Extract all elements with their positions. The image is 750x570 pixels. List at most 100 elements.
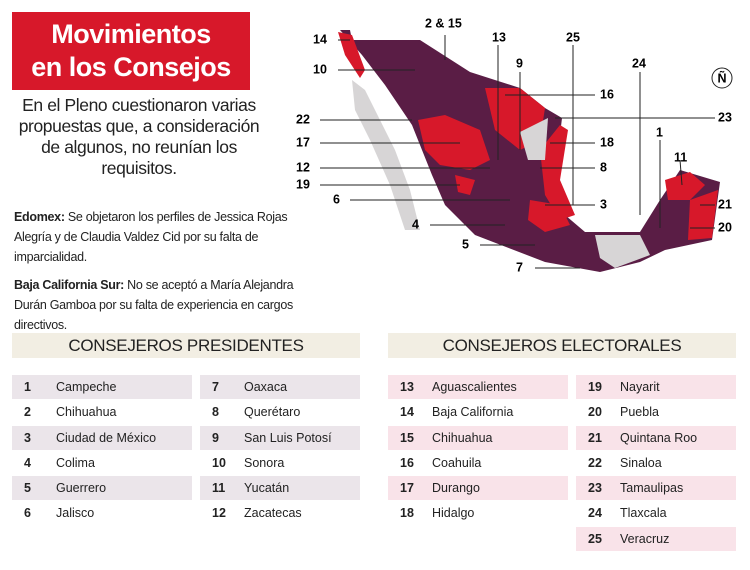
table-row: 21 Quintana Roo	[576, 425, 736, 450]
row-name: Jalisco	[56, 506, 95, 521]
row-name: Tlaxcala	[620, 506, 667, 521]
row-number: 12	[212, 506, 226, 521]
row-number: 24	[588, 506, 602, 521]
row-name: Tamaulipas	[620, 481, 684, 496]
table-column: 19 Nayarit 20 Puebla 21 Quintana Roo 22 Sinaloa…	[576, 375, 736, 552]
table-title: CONSEJEROS PRESIDENTES	[12, 333, 360, 358]
map-label: 4	[412, 217, 419, 231]
map-label: 20	[718, 220, 732, 234]
table-row: 23 Tamaulipas	[576, 476, 736, 501]
row-number: 15	[400, 430, 414, 445]
table-column: 1 Campeche 2 Chihuahua 3 Ciudad de México 4 Col…	[12, 375, 192, 527]
map-label: 2 & 15	[425, 16, 462, 30]
row-name: Sinaloa	[620, 455, 662, 470]
row-number: 10	[212, 455, 226, 470]
row-name: Aguascalientes	[432, 380, 517, 394]
row-name: Nayarit	[620, 380, 660, 394]
map-label: 1	[656, 125, 663, 139]
table-row: 6 Jalisco	[12, 501, 192, 525]
map-label: 24	[632, 56, 646, 70]
row-name: Hidalgo	[432, 506, 475, 521]
table-row: 17 Durango	[388, 476, 568, 501]
map-land	[595, 235, 650, 268]
table-row: 15 Chihuahua	[388, 425, 568, 450]
row-name: Campeche	[56, 380, 117, 394]
row-number: 8	[212, 405, 219, 420]
note-text: Se objetaron los perfiles de Jessica Roj…	[14, 210, 288, 264]
row-number: 11	[212, 481, 226, 496]
row-number: 2	[24, 405, 31, 420]
map-label: 16	[600, 87, 614, 101]
row-number: 14	[400, 405, 414, 420]
table-row: 10 Sonora	[200, 451, 360, 475]
table-row: 19 Nayarit	[576, 375, 736, 399]
note: Baja California Sur: No se aceptó a Marí…	[14, 275, 314, 335]
title: en los Consejos	[31, 52, 231, 82]
map-label: 12	[296, 160, 310, 174]
table-title: CONSEJEROS ELECTORALES	[388, 333, 736, 358]
map-label: 14	[313, 32, 327, 46]
map-label: 21	[718, 197, 732, 211]
table: CONSEJEROS PRESIDENTES 1 Campeche 2 Chihuahu…	[12, 333, 360, 520]
map-label: 18	[600, 135, 614, 149]
row-number: 22	[588, 455, 602, 470]
row-number: 18	[400, 506, 414, 521]
row-number: 4	[24, 455, 31, 470]
row-number: 23	[588, 481, 602, 496]
map-land	[528, 200, 570, 232]
row-number: 20	[588, 405, 602, 420]
table-row: 3 Ciudad de México	[12, 425, 192, 450]
map-label: 25	[566, 30, 580, 44]
row-name: Yucatán	[244, 481, 290, 496]
map-label: 22	[296, 112, 310, 126]
map-label: 9	[516, 56, 523, 70]
map-label: 6	[333, 192, 340, 206]
map-land	[520, 118, 548, 160]
table-row: 16 Coahuila	[388, 451, 568, 475]
subtitle: En el Pleno cuestionaron varias propuest…	[18, 95, 260, 178]
row-name: Zacatecas	[244, 506, 302, 521]
row-number: 3	[24, 430, 31, 445]
table-row: 1 Campeche	[12, 375, 192, 399]
logo-circle	[711, 67, 733, 89]
row-name: Veracruz	[620, 531, 670, 546]
row-name: Quintana Roo	[620, 430, 698, 445]
table-column: 13 Aguascalientes 14 Baja California 15 Chihu…	[388, 375, 568, 527]
map: Ñ 14 2 & 15 10 13 25 9 16 24 23 22 17 18…	[296, 16, 733, 274]
note-label: Baja California Sur:	[14, 278, 124, 292]
row-name: Durango	[432, 481, 480, 496]
row-number: 13	[400, 380, 414, 394]
row-number: 17	[400, 481, 414, 496]
table-row: 8 Querétaro	[200, 400, 360, 424]
row-name: Ciudad de México	[56, 430, 157, 445]
row-name: Chihuahua	[56, 405, 117, 420]
row-name: Querétaro	[244, 405, 301, 420]
table-row: 13 Aguascalientes	[388, 375, 568, 399]
row-name: Coahuila	[432, 455, 482, 470]
map-label: 19	[296, 177, 310, 191]
row-name: San Luis Potosí	[244, 430, 332, 445]
row-number: 21	[588, 430, 602, 445]
row-number: 6	[24, 506, 31, 521]
note: Edomex: Se objetaron los perfiles de Jes…	[14, 207, 294, 267]
map-land	[455, 175, 475, 195]
logo: Ñ	[717, 70, 726, 85]
table-row: 9 San Luis Potosí	[200, 425, 360, 450]
row-number: 19	[588, 380, 602, 394]
row-number: 9	[212, 430, 219, 445]
table: CONSEJEROS ELECTORALES 13 Aguascalientes 14…	[388, 333, 736, 551]
row-name: Guerrero	[56, 481, 107, 496]
map-label: 11	[674, 150, 687, 164]
map-land	[540, 125, 575, 220]
row-number: 25	[588, 531, 602, 546]
note-label: Edomex:	[14, 210, 65, 224]
map-label: 5	[462, 237, 469, 251]
table-row: 22 Sinaloa	[576, 451, 736, 475]
table-row: 20 Puebla	[576, 400, 736, 424]
row-number: 5	[24, 481, 31, 496]
row-name: Colima	[56, 455, 95, 470]
table-row: 14 Baja California	[388, 400, 568, 424]
map-label: 7	[516, 260, 523, 274]
table-row: 5 Guerrero	[12, 476, 192, 501]
